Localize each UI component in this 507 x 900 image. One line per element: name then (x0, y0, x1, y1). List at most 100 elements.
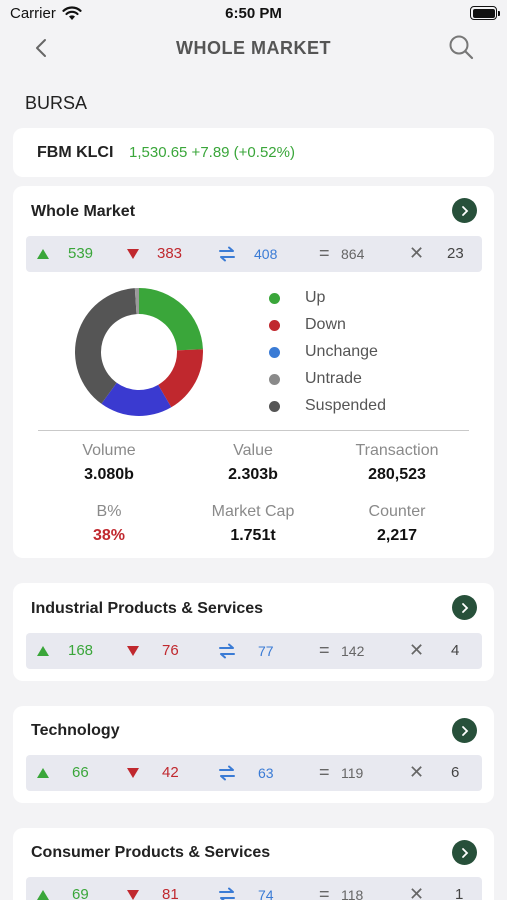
battery-icon (470, 6, 497, 20)
metric-transaction: Transaction 280,523 (317, 442, 477, 484)
carrier-label: Carrier (10, 5, 56, 22)
suspended-x-icon: ✕ (409, 243, 425, 263)
down-arrow-icon (127, 890, 139, 900)
metric-value: 2,217 (376, 527, 418, 544)
unchange-arrows-icon (219, 765, 235, 781)
unchange-arrows-icon (219, 643, 235, 659)
metric-value: 3.080b (84, 466, 134, 483)
chevron-right-icon (461, 725, 468, 736)
chevron-right-icon (461, 847, 468, 858)
suspended-x-icon: ✕ (409, 884, 425, 900)
legend-dot-suspended (269, 401, 280, 412)
sector-go-button[interactable] (452, 718, 477, 743)
donut-slice-unchange (101, 382, 172, 416)
page-title: WHOLE MARKET (176, 38, 331, 58)
untrade-count: 864 (341, 246, 365, 262)
legend-dot-unchange (269, 347, 280, 358)
legend-label-suspended: Suspended (305, 397, 386, 414)
clock: 6:50 PM (225, 5, 282, 22)
donut-slice-untrade (75, 288, 137, 404)
donut-slice-suspended (134, 288, 139, 315)
equals-icon: = (319, 762, 330, 782)
metric-market-cap: Market Cap 1.751t (173, 503, 333, 545)
nav-bar: WHOLE MARKET (0, 28, 507, 68)
exchange-label: BURSA (25, 93, 88, 113)
down-count: 42 (162, 764, 179, 781)
equals-icon: = (319, 243, 330, 263)
legend-label-down: Down (305, 316, 346, 333)
sector-title: Consumer Products & Services (31, 844, 271, 861)
unchange-count: 74 (258, 887, 274, 900)
stat-strip: 539 383 408 = 864 ✕ 23 (26, 236, 482, 272)
stat-strip: 66 42 63 = 119 ✕ 6 (26, 755, 482, 791)
divider (38, 430, 469, 431)
sector-card: Consumer Products & Services 69 81 74 = … (13, 828, 494, 900)
legend-dot-down (269, 320, 280, 331)
whole-market-go-button[interactable] (452, 198, 477, 223)
up-count: 539 (68, 245, 94, 262)
down-arrow-icon (127, 768, 139, 778)
index-value: 1,530.65 +7.89 (+0.52%) (129, 144, 295, 161)
suspended-count: 6 (451, 764, 460, 781)
stat-strip: 69 81 74 = 118 ✕ 1 (26, 877, 482, 900)
metric-label: Value (233, 442, 273, 459)
card-title: Whole Market (31, 203, 136, 220)
suspended-count: 1 (455, 886, 464, 900)
metric-label: Transaction (355, 442, 439, 459)
metric-label: Counter (368, 503, 426, 520)
search-icon[interactable] (447, 33, 475, 61)
suspended-count: 23 (447, 245, 464, 262)
down-arrow-icon (127, 646, 139, 656)
back-chevron-icon[interactable] (28, 34, 56, 62)
suspended-count: 4 (451, 642, 460, 659)
metric-label: Volume (82, 442, 136, 459)
whole-market-card: Whole Market 539 383 408 = 864 ✕ 23 Up D… (13, 186, 494, 558)
legend-label-unchange: Unchange (305, 343, 378, 360)
sector-go-button[interactable] (452, 595, 477, 620)
metric-b-percent: B% 38% (29, 503, 189, 545)
suspended-x-icon: ✕ (409, 762, 425, 782)
untrade-count: 142 (341, 643, 365, 659)
metric-value: 1.751t (230, 527, 276, 544)
unchange-count: 63 (258, 765, 274, 781)
donut-slice-down (158, 349, 203, 408)
untrade-count: 119 (341, 765, 364, 781)
chevron-right-icon (461, 602, 468, 613)
up-arrow-icon (37, 646, 49, 656)
market-donut-chart (75, 288, 203, 416)
sector-go-button[interactable] (452, 840, 477, 865)
donut-slice-up (139, 288, 203, 351)
battery-tip (498, 11, 500, 16)
sector-card: Technology 66 42 63 = 119 ✕ 6 (13, 706, 494, 803)
legend-label-untrade: Untrade (305, 370, 362, 387)
down-arrow-icon (127, 249, 139, 259)
legend-label-up: Up (305, 289, 326, 306)
metric-volume: Volume 3.080b (29, 442, 189, 484)
unchange-count: 408 (254, 246, 278, 262)
up-count: 66 (72, 764, 89, 781)
metric-counter: Counter 2,217 (317, 503, 477, 545)
up-count: 168 (68, 642, 94, 659)
wifi-icon (62, 6, 82, 20)
up-count: 69 (72, 886, 89, 900)
untrade-count: 118 (341, 887, 364, 900)
down-count: 76 (162, 642, 179, 659)
stat-strip: 168 76 77 = 142 ✕ 4 (26, 633, 482, 669)
metric-value: 2.303b (228, 466, 278, 483)
equals-icon: = (319, 884, 330, 900)
suspended-x-icon: ✕ (409, 640, 425, 660)
down-count: 81 (162, 886, 179, 900)
down-count: 383 (157, 245, 183, 262)
metric-value: 280,523 (368, 466, 426, 483)
unchange-arrows-icon (219, 887, 235, 900)
index-name: FBM KLCI (37, 144, 114, 161)
legend-dot-untrade (269, 374, 280, 385)
up-arrow-icon (37, 890, 49, 900)
status-bar: Carrier 6:50 PM (0, 0, 507, 28)
sector-title: Technology (31, 722, 120, 739)
metric-label: B% (96, 503, 122, 520)
sector-title: Industrial Products & Services (31, 600, 264, 617)
equals-icon: = (319, 640, 330, 660)
up-arrow-icon (37, 768, 49, 778)
index-card[interactable]: FBM KLCI 1,530.65 +7.89 (+0.52%) (13, 128, 494, 177)
